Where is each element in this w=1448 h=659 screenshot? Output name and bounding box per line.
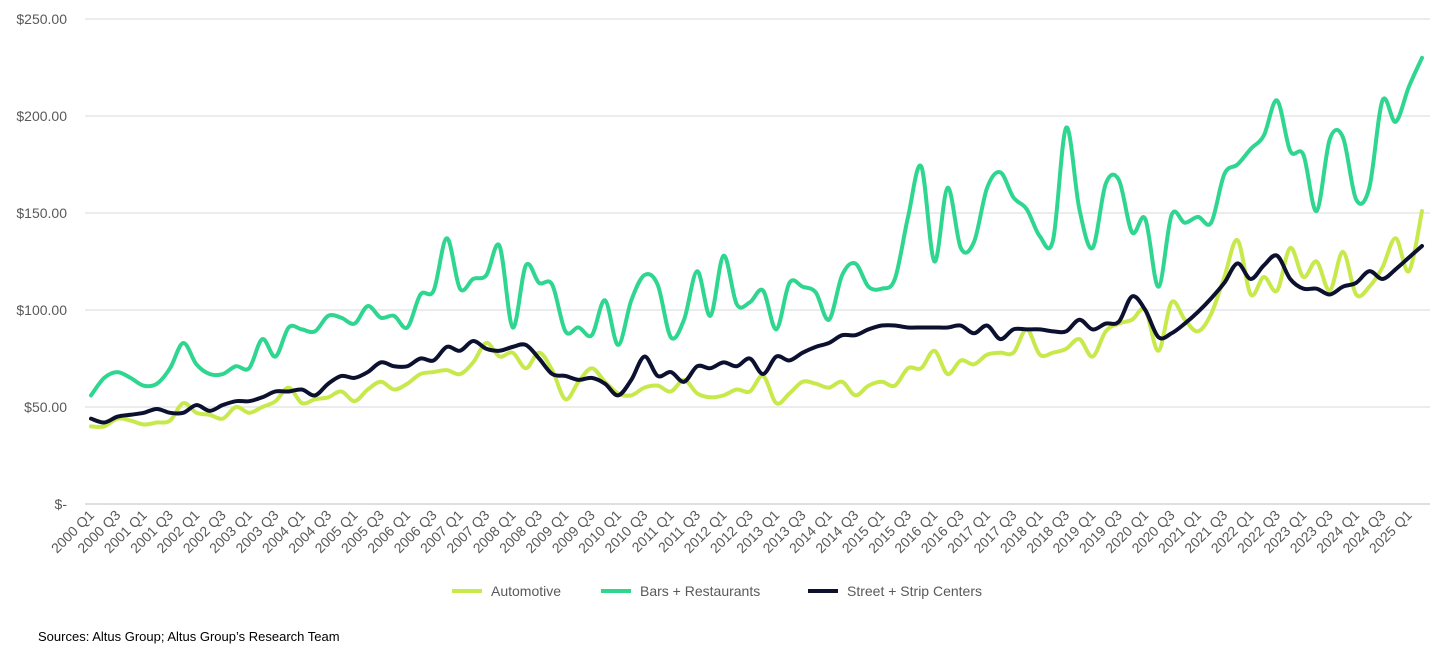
source-note: Sources: Altus Group; Altus Group’s Rese… <box>38 629 340 644</box>
y-tick-label: $200.00 <box>16 108 67 124</box>
legend-label: Automotive <box>491 583 561 599</box>
legend-label: Street + Strip Centers <box>847 583 982 599</box>
series-line <box>89 55 1424 398</box>
legend-label: Bars + Restaurants <box>640 583 760 599</box>
y-tick-label: $250.00 <box>16 11 67 27</box>
y-tick-label: $- <box>55 496 68 512</box>
series-line <box>89 243 1424 425</box>
y-tick-label: $50.00 <box>24 399 67 415</box>
y-tick-label: $150.00 <box>16 205 67 221</box>
y-tick-label: $100.00 <box>16 302 67 318</box>
series-line <box>89 209 1424 429</box>
